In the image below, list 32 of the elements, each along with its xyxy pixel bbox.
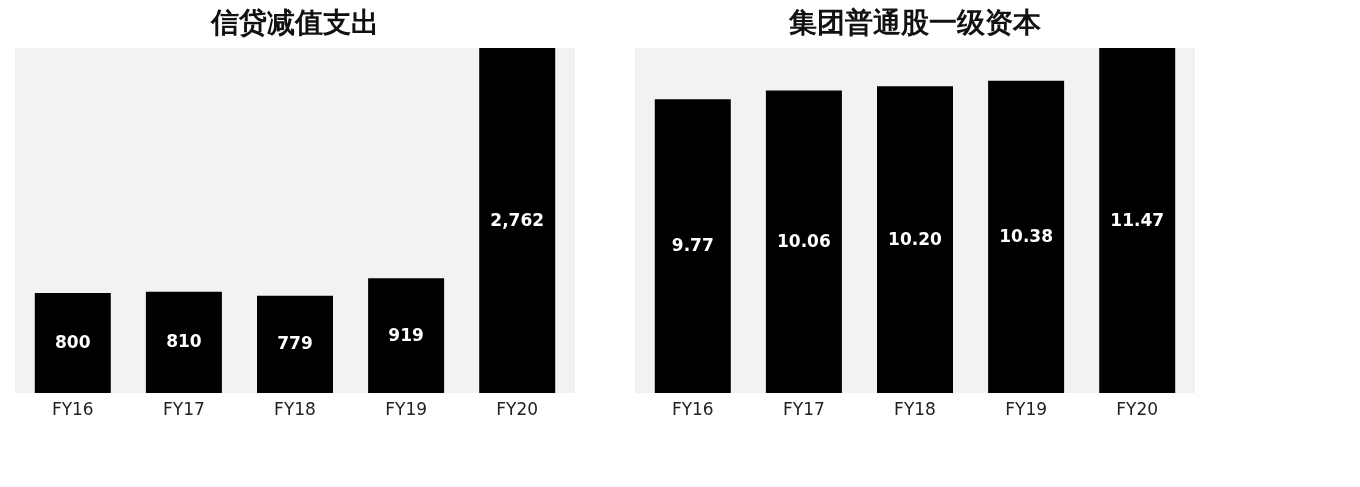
chart-title: 集团普通股一级资本 (788, 6, 1042, 39)
data-label: 810 (166, 331, 202, 352)
x-tick-label: FY16 (51, 398, 94, 419)
x-tick-label: FY18 (274, 398, 316, 419)
data-label: 919 (388, 324, 424, 345)
data-label: 779 (277, 333, 313, 354)
x-tick-label: FY17 (162, 398, 205, 419)
bar (877, 86, 953, 393)
data-label: 10.38 (999, 225, 1053, 246)
data-label: 11.47 (1110, 209, 1165, 230)
bar (145, 291, 222, 393)
data-label: 2,762 (490, 209, 545, 230)
data-label: 800 (55, 332, 91, 353)
bar (988, 80, 1065, 393)
bar (257, 295, 333, 393)
bar (1099, 48, 1176, 393)
bar (765, 90, 842, 393)
x-tick-label: FY19 (385, 398, 428, 419)
bar (368, 278, 445, 393)
bar (34, 293, 111, 393)
bar (654, 99, 731, 393)
x-tick-label: FY16 (671, 398, 714, 419)
x-tick-label: FY17 (782, 398, 825, 419)
x-tick-label: FY19 (1005, 398, 1048, 419)
x-tick-label: FY20 (496, 398, 539, 419)
data-label: 9.77 (671, 235, 714, 256)
data-label: 10.06 (777, 230, 831, 251)
x-tick-label: FY20 (1116, 398, 1159, 419)
bar (479, 48, 556, 393)
chart-title: 信贷减值支出 (210, 6, 379, 39)
x-tick-label: FY18 (894, 398, 936, 419)
data-label: 10.20 (888, 228, 943, 249)
